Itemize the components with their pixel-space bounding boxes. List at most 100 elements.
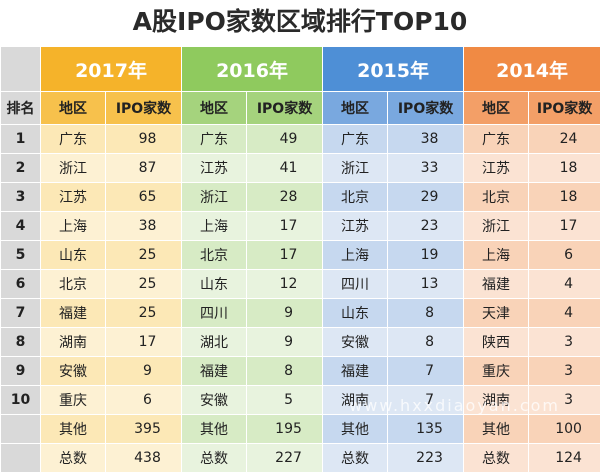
count-cell: 13	[388, 270, 464, 299]
region-cell: 总数	[41, 444, 106, 473]
count-cell: 65	[106, 183, 182, 212]
count-cell: 8	[388, 299, 464, 328]
region-cell: 其他	[182, 415, 247, 444]
count-cell: 23	[388, 212, 464, 241]
region-cell: 浙江	[182, 183, 247, 212]
region-cell: 重庆	[41, 386, 106, 415]
region-cell: 陕西	[464, 328, 529, 357]
count-cell: 41	[247, 154, 323, 183]
region-cell: 江苏	[41, 183, 106, 212]
region-cell: 其他	[464, 415, 529, 444]
rank-cell: 9	[1, 357, 41, 386]
region-cell: 江苏	[323, 212, 388, 241]
count-cell: 438	[106, 444, 182, 473]
region-cell: 山东	[323, 299, 388, 328]
region-header: 地区	[464, 92, 529, 125]
count-cell: 395	[106, 415, 182, 444]
rank-cell: 7	[1, 299, 41, 328]
region-cell: 北京	[323, 183, 388, 212]
count-cell: 100	[529, 415, 600, 444]
rank-cell: 6	[1, 270, 41, 299]
count-cell: 9	[247, 299, 323, 328]
count-cell: 98	[106, 125, 182, 154]
count-cell: 124	[529, 444, 600, 473]
count-cell: 195	[247, 415, 323, 444]
region-cell: 山东	[182, 270, 247, 299]
region-cell: 上海	[464, 241, 529, 270]
count-cell: 3	[529, 357, 600, 386]
count-cell: 87	[106, 154, 182, 183]
region-cell: 其他	[41, 415, 106, 444]
region-header: 地区	[182, 92, 247, 125]
count-cell: 25	[106, 299, 182, 328]
watermark: www.hxxdiaoyan.com	[349, 396, 560, 415]
region-cell: 四川	[182, 299, 247, 328]
rank-cell	[1, 444, 41, 473]
rank-header: 排名	[1, 92, 41, 125]
year-2016-header: 2016年	[182, 47, 323, 92]
region-cell: 安徽	[182, 386, 247, 415]
region-cell: 北京	[464, 183, 529, 212]
count-cell: 19	[388, 241, 464, 270]
count-cell: 18	[529, 183, 600, 212]
region-cell: 总数	[464, 444, 529, 473]
rank-cell: 2	[1, 154, 41, 183]
count-cell: 25	[106, 270, 182, 299]
count-cell: 38	[388, 125, 464, 154]
region-cell: 北京	[41, 270, 106, 299]
count-cell: 223	[388, 444, 464, 473]
count-cell: 9	[247, 328, 323, 357]
region-cell: 浙江	[464, 212, 529, 241]
region-cell: 福建	[182, 357, 247, 386]
region-cell: 安徽	[323, 328, 388, 357]
count-cell: 17	[247, 212, 323, 241]
region-cell: 广东	[41, 125, 106, 154]
count-cell: 6	[106, 386, 182, 415]
count-cell: 8	[247, 357, 323, 386]
count-cell: 7	[388, 357, 464, 386]
region-cell: 福建	[41, 299, 106, 328]
region-cell: 广东	[323, 125, 388, 154]
region-cell: 上海	[323, 241, 388, 270]
count-cell: 49	[247, 125, 323, 154]
rank-cell: 3	[1, 183, 41, 212]
count-cell: 17	[106, 328, 182, 357]
count-cell: 5	[247, 386, 323, 415]
count-cell: 38	[106, 212, 182, 241]
region-cell: 重庆	[464, 357, 529, 386]
region-cell: 湖南	[41, 328, 106, 357]
region-cell: 天津	[464, 299, 529, 328]
rank-cell	[1, 415, 41, 444]
count-cell: 4	[529, 299, 600, 328]
count-cell: 4	[529, 270, 600, 299]
region-cell: 江苏	[182, 154, 247, 183]
count-header: IPO家数	[247, 92, 323, 125]
region-cell: 广东	[182, 125, 247, 154]
rank-header-blank	[1, 47, 41, 92]
year-2017-header: 2017年	[41, 47, 182, 92]
region-cell: 上海	[182, 212, 247, 241]
region-cell: 其他	[323, 415, 388, 444]
count-cell: 18	[529, 154, 600, 183]
region-cell: 福建	[323, 357, 388, 386]
column-header-row: 排名 地区 IPO家数 地区 IPO家数 地区 IPO家数 地区 IPO家数	[1, 92, 600, 125]
region-header: 地区	[41, 92, 106, 125]
region-cell: 总数	[323, 444, 388, 473]
region-cell: 福建	[464, 270, 529, 299]
count-cell: 28	[247, 183, 323, 212]
count-cell: 25	[106, 241, 182, 270]
region-cell: 浙江	[323, 154, 388, 183]
count-cell: 8	[388, 328, 464, 357]
region-cell: 湖北	[182, 328, 247, 357]
region-cell: 北京	[182, 241, 247, 270]
count-header: IPO家数	[106, 92, 182, 125]
region-cell: 江苏	[464, 154, 529, 183]
region-cell: 总数	[182, 444, 247, 473]
